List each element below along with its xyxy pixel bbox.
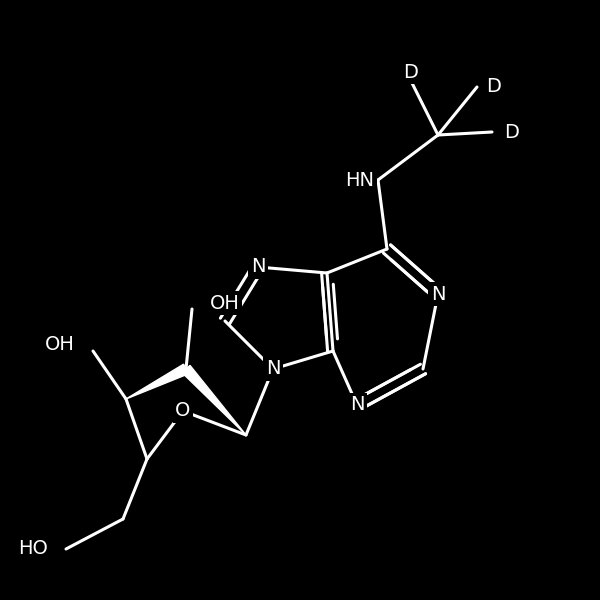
Text: OH: OH: [45, 335, 75, 355]
Text: D: D: [404, 62, 418, 82]
Text: O: O: [175, 401, 191, 421]
Polygon shape: [126, 364, 188, 399]
Text: N: N: [350, 395, 364, 415]
Text: N: N: [266, 359, 280, 379]
Text: N: N: [251, 257, 265, 277]
Text: HO: HO: [18, 539, 48, 559]
Text: N: N: [431, 284, 445, 304]
Text: D: D: [486, 77, 501, 97]
Text: HN: HN: [346, 170, 374, 190]
Polygon shape: [182, 365, 246, 435]
Text: OH: OH: [210, 293, 240, 313]
Text: D: D: [504, 122, 519, 142]
